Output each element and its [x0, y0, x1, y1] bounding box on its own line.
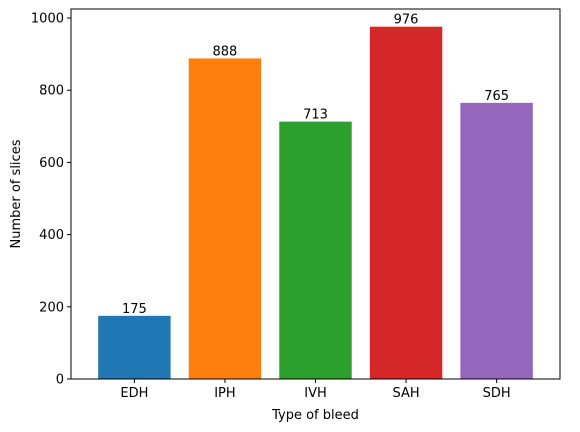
data-label-sah: 976	[394, 13, 419, 28]
y-tick-label-1000: 1000	[31, 12, 64, 27]
y-tick-label-800: 800	[39, 84, 64, 99]
x-axis-ticks: EDH IPH IVH SAH SDH	[120, 379, 511, 401]
y-axis-label: Number of slices	[9, 139, 24, 248]
bar-edh	[98, 315, 171, 379]
bar-sah	[369, 26, 443, 379]
y-tick-label-400: 400	[39, 228, 64, 243]
x-tick-label-sdh: SDH	[483, 386, 511, 401]
data-label-edh: 175	[122, 302, 147, 317]
x-tick-label-sah: SAH	[392, 386, 419, 401]
data-label-sdh: 765	[484, 89, 509, 104]
bar-sdh	[460, 102, 533, 379]
x-tick-label-edh: EDH	[120, 386, 148, 401]
bar-ivh	[279, 121, 352, 379]
y-tick-label-200: 200	[39, 300, 64, 315]
data-label-iph: 888	[213, 44, 238, 59]
plot-area: 175 888 713 976 765	[70, 8, 561, 380]
bars-group	[98, 26, 533, 379]
data-labels-group: 175 888 713 976 765	[122, 13, 509, 317]
x-tick-label-iph: IPH	[214, 386, 235, 401]
y-tick-label-600: 600	[39, 156, 64, 171]
x-tick-label-ivh: IVH	[304, 386, 327, 401]
x-axis-label: Type of bleed	[271, 408, 359, 423]
y-axis-ticks: 0 200 400 600 800 1000	[31, 12, 71, 388]
bar-iph	[188, 58, 262, 379]
y-tick-label-0: 0	[56, 373, 64, 388]
data-label-ivh: 713	[303, 108, 328, 123]
